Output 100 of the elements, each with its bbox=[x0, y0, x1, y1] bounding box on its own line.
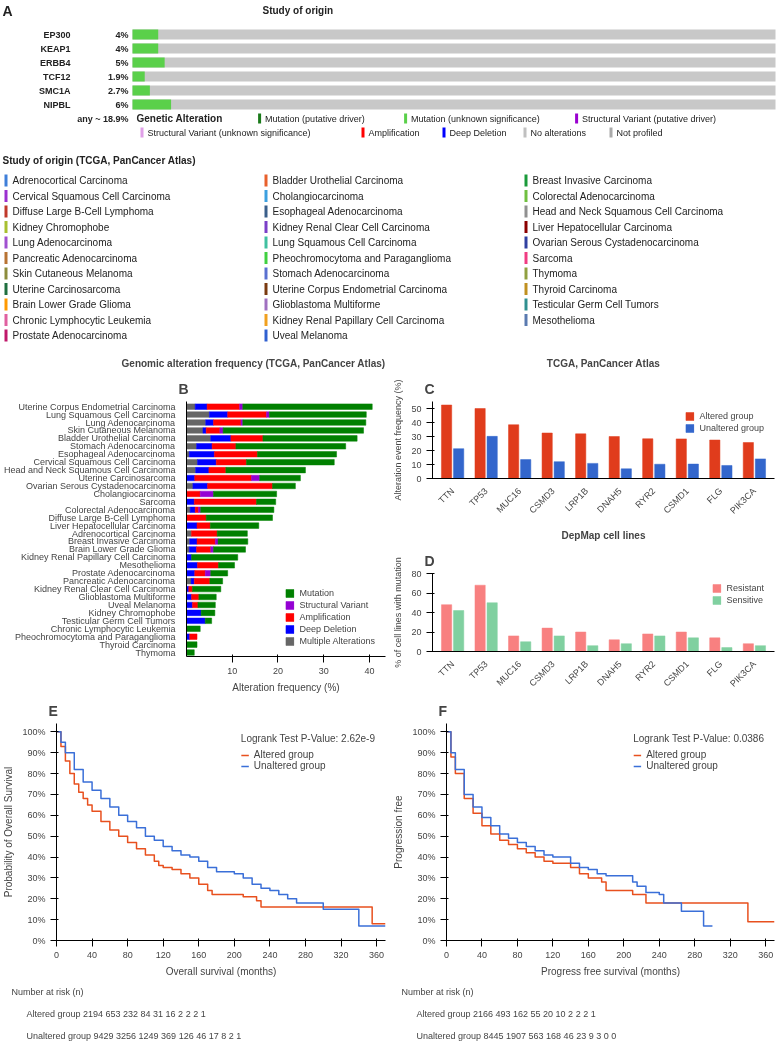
legend-label: Resistant bbox=[726, 583, 764, 593]
x-tick-label: 360 bbox=[369, 949, 385, 960]
y-tick-label: Pancreatic Adenocarcinoma bbox=[62, 576, 176, 587]
text: D bbox=[424, 552, 435, 569]
y-tick-label: Ovarian Serous Cystadenocarcinoma bbox=[25, 480, 176, 491]
legend-label: Deep Deletion bbox=[299, 624, 357, 634]
text: Altered group 2194 653 232 84 31 16 2 2 2 1 bbox=[26, 1008, 206, 1019]
y-tick-label: 20% bbox=[27, 893, 46, 904]
y-tick-label: 0% bbox=[32, 935, 46, 946]
legend-label: Unaltered group bbox=[646, 760, 718, 771]
y-tick-label: Bladder Urothelial Carcinoma bbox=[57, 433, 176, 444]
y-axis-title: Probability of Overall Survival bbox=[3, 766, 15, 898]
x-tick-label: 20 bbox=[272, 665, 283, 676]
text: B bbox=[178, 380, 189, 397]
x-tick-label: 320 bbox=[333, 949, 349, 960]
legend-label: Multiple Alterations bbox=[299, 636, 375, 646]
y-tick-label: 0 bbox=[416, 473, 422, 484]
y-tick-label: Brain Lower Grade Glioma bbox=[68, 544, 176, 555]
data-label: 1.9% bbox=[107, 71, 129, 82]
x-tick-label: 200 bbox=[226, 949, 242, 960]
category-label: Uveal Melanoma bbox=[272, 330, 348, 341]
y-tick-label: 10% bbox=[27, 914, 46, 925]
category-label: SMC1A bbox=[39, 85, 71, 96]
legend-label: Unaltered group bbox=[253, 760, 326, 771]
y-tick-label: 20 bbox=[411, 627, 422, 637]
x-axis-title: Overall survival (months) bbox=[165, 965, 277, 977]
text: Study of origin (TCGA, PanCancer Atlas) bbox=[2, 155, 196, 166]
text: Unaltered group 9429 3256 1249 369 126 46 17 8 2 1 bbox=[26, 1030, 242, 1041]
legend-label: Mutation bbox=[299, 588, 334, 598]
category-label: Pheochromocytoma and Paraganglioma bbox=[272, 252, 452, 264]
legend-label: Altered group bbox=[646, 749, 707, 760]
legend-label: Unaltered group bbox=[699, 423, 764, 433]
category-label: KEAP1 bbox=[40, 43, 71, 54]
y-tick-label: Diffuse Large B-Cell Lymphoma bbox=[48, 512, 176, 523]
data-label: 5% bbox=[115, 57, 129, 68]
y-tick-label: Colorectal Adenocarcinoma bbox=[64, 504, 175, 515]
x-tick-label: 160 bbox=[191, 949, 207, 960]
x-tick-label: 120 bbox=[155, 949, 171, 960]
y-tick-label: Breast Invasive Carcinoma bbox=[67, 536, 176, 547]
y-tick-label: 10 bbox=[411, 459, 422, 470]
text: Unaltered group 8445 1907 563 168 46 23 9 3 0 0 bbox=[416, 1030, 617, 1041]
text: Number at risk (n) bbox=[11, 986, 84, 997]
y-tick-label: 100% bbox=[412, 726, 436, 737]
y-tick-label: 40 bbox=[411, 607, 422, 618]
text: Altered group 2166 493 162 55 20 10 2 2 2 1 bbox=[416, 1008, 596, 1019]
category-label: Uterine Corpus Endometrial Carcinoma bbox=[272, 283, 448, 295]
category-label: Thyroid Carcinoma bbox=[532, 283, 618, 295]
y-axis-title: % of cell lines with mutation bbox=[393, 557, 404, 668]
category-label: TCF12 bbox=[42, 71, 71, 82]
x-tick-label: 320 bbox=[722, 949, 738, 960]
legend-label: Amplification bbox=[299, 612, 351, 622]
text: Study of origin bbox=[262, 5, 334, 16]
data-label: 4% bbox=[115, 43, 129, 54]
category-label: Colorectal Adenocarcinoma bbox=[532, 190, 656, 202]
category-label: Head and Neck Squamous Cell Carcinoma bbox=[532, 206, 724, 217]
y-tick-label: Chronic Lymphocytic Leukemia bbox=[50, 623, 176, 634]
x-axis-title: Progress free survival (months) bbox=[541, 965, 680, 977]
text: C bbox=[424, 380, 435, 397]
category-label: Sarcoma bbox=[532, 252, 573, 264]
text: No alterations bbox=[530, 127, 587, 138]
y-tick-label: 40% bbox=[27, 852, 46, 863]
x-tick-label: 240 bbox=[262, 949, 278, 960]
y-tick-label: 80 bbox=[411, 568, 422, 579]
text: Number at risk (n) bbox=[401, 986, 474, 997]
y-tick-label: 90% bbox=[27, 747, 46, 758]
y-tick-label: 40 bbox=[411, 417, 422, 428]
text: Mutation (putative driver) bbox=[265, 113, 365, 124]
category-label: Glioblastoma Multiforme bbox=[272, 299, 381, 310]
category-label: EP300 bbox=[43, 29, 71, 40]
category-label: Testicular Germ Cell Tumors bbox=[532, 299, 659, 310]
y-tick-label: Sarcoma bbox=[139, 496, 176, 507]
y-tick-label: 10% bbox=[417, 914, 436, 925]
category-label: Liver Hepatocellular Carcinoma bbox=[532, 221, 673, 233]
x-tick-label: 40 bbox=[364, 665, 375, 676]
x-tick-label: 120 bbox=[545, 949, 561, 960]
category-label: Bladder Urothelial Carcinoma bbox=[272, 175, 404, 186]
chart-title: DepMap cell lines bbox=[561, 529, 646, 541]
x-tick-label: 280 bbox=[687, 949, 703, 960]
y-tick-label: Mesothelioma bbox=[119, 560, 176, 571]
y-tick-label: 20% bbox=[417, 893, 436, 904]
y-tick-label: 50% bbox=[417, 831, 436, 842]
x-tick-label: 30 bbox=[318, 665, 329, 676]
data-label: 4% bbox=[115, 29, 129, 40]
category-label: Mesothelioma bbox=[532, 314, 596, 326]
y-tick-label: 50% bbox=[27, 831, 46, 842]
annotation: Logrank Test P-Value: 2.62e-9 bbox=[240, 733, 375, 744]
category-label: Cholangiocarcinoma bbox=[272, 190, 365, 202]
y-tick-label: 20 bbox=[411, 445, 422, 456]
y-tick-label: 50 bbox=[411, 403, 422, 414]
text: A bbox=[2, 2, 13, 19]
y-tick-label: 40% bbox=[417, 852, 436, 863]
y-tick-label: Thymoma bbox=[135, 647, 176, 658]
data-label: 2.7% bbox=[107, 85, 129, 96]
y-tick-label: 30 bbox=[411, 431, 422, 442]
category-label: Kidney Renal Papillary Cell Carcinoma bbox=[272, 314, 445, 326]
x-axis-title: Alteration frequency (%) bbox=[232, 681, 340, 693]
category-label: Ovarian Serous Cystadenocarcinoma bbox=[532, 237, 700, 248]
y-axis-title: Progression free bbox=[393, 794, 405, 869]
y-tick-label: 30% bbox=[417, 872, 436, 883]
y-tick-label: Kidney Renal Papillary Cell Carcinoma bbox=[20, 552, 176, 563]
